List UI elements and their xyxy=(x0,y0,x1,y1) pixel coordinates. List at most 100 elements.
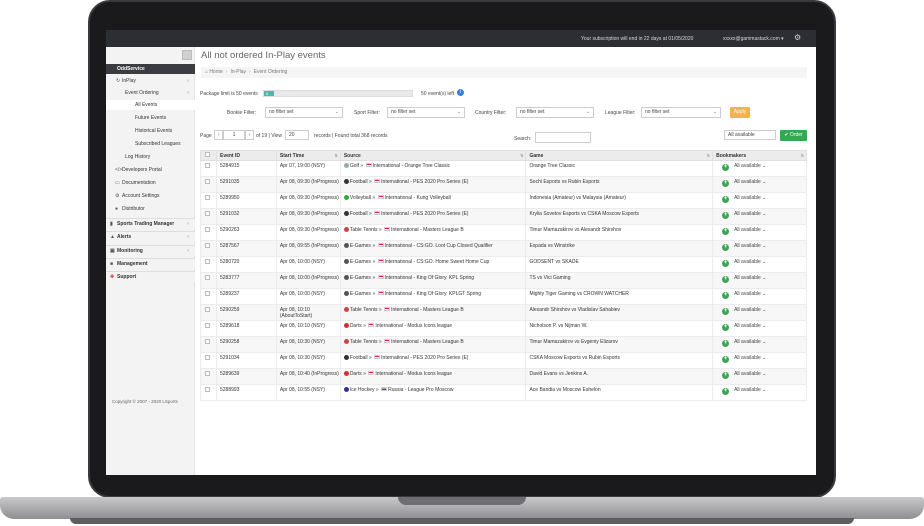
apply-filter-button[interactable]: Apply xyxy=(730,107,750,118)
sidebar-item-historical-events[interactable]: Historical Events xyxy=(106,126,195,136)
table-row[interactable]: 5287567 Apr 08, 09:55 (InProgress) E-Games… xyxy=(200,240,807,257)
sidebar-item-inplay[interactable]: ↻ InPlay ‹ xyxy=(106,76,195,86)
sidebar-item-distributor[interactable]: ● Distributor xyxy=(106,204,195,214)
bookmaker-select[interactable]: All available ⌄ xyxy=(734,323,767,329)
row-checkbox[interactable] xyxy=(205,275,210,280)
bookmaker-select[interactable]: All available ⌄ xyxy=(734,355,767,361)
bookie-filter-select[interactable]: no filter set ⌄ xyxy=(265,107,343,118)
row-select-cell[interactable] xyxy=(200,176,217,193)
table-row[interactable]: 5290259 Apr 08, 10:10 (AboutToStart) Table… xyxy=(200,304,807,321)
row-select-cell[interactable] xyxy=(200,336,217,353)
header-event-id[interactable]: Event ID xyxy=(215,150,277,161)
bookmaker-select[interactable]: All available ⌄ xyxy=(734,387,767,393)
table-row[interactable]: 5289950 Apr 08, 09:30 (InProgress) Volleyb… xyxy=(200,192,807,209)
row-select-cell[interactable] xyxy=(200,384,217,401)
select-all-checkbox[interactable] xyxy=(205,152,210,157)
row-checkbox[interactable] xyxy=(205,227,210,232)
add-bookmaker-icon[interactable]: + xyxy=(722,340,730,347)
table-row[interactable]: 5291034 Apr 08, 10:30 (NSY) Football » Int… xyxy=(200,352,807,369)
add-bookmaker-icon[interactable]: + xyxy=(722,308,730,315)
add-bookmaker-icon[interactable]: + xyxy=(722,228,730,235)
table-row[interactable]: 5291032 Apr 08, 09:30 (InProgress) Footbal… xyxy=(200,208,807,225)
sidebar-service-header[interactable]: OddService xyxy=(106,64,195,74)
add-bookmaker-icon[interactable]: + xyxy=(722,164,730,171)
sidebar-item-all-events[interactable]: All Events xyxy=(106,100,195,110)
row-checkbox[interactable] xyxy=(205,307,210,312)
table-row[interactable]: 5291035 Apr 08, 09:30 (InProgress) Footbal… xyxy=(200,176,807,193)
bookmaker-select[interactable]: All available ⌄ xyxy=(734,259,767,265)
header-game[interactable]: Game ⇅ xyxy=(525,150,714,161)
add-bookmaker-icon[interactable]: + xyxy=(722,388,730,395)
header-bookmakers[interactable]: Bookmakers ⇅ xyxy=(712,150,807,161)
bookmaker-select[interactable]: All available ⌄ xyxy=(734,227,767,233)
bookmaker-select[interactable]: All available ⌄ xyxy=(734,339,767,345)
table-row[interactable]: 5290263 Apr 08, 09:30 (InProgress) Table T… xyxy=(200,224,807,241)
sidebar-section-support[interactable]: ✚ Support xyxy=(106,271,195,282)
table-row[interactable]: 5289618 Apr 08, 10:10 (NSY) Darts » Intern… xyxy=(200,320,807,337)
row-checkbox[interactable] xyxy=(205,179,210,184)
table-row[interactable]: 5289237 Apr 08, 10:00 (NSY) E-Games » Inte… xyxy=(200,288,807,305)
sidebar-section-monitoring[interactable]: ▣ Monitoring ‹ xyxy=(106,245,195,256)
add-bookmaker-icon[interactable]: + xyxy=(722,292,730,299)
row-checkbox[interactable] xyxy=(205,211,210,216)
sidebar-item-future-events[interactable]: Future Events xyxy=(106,113,195,123)
availability-select[interactable]: All available xyxy=(724,130,776,140)
sidebar-section-sports-trading-manager[interactable]: ▮ Sports Trading Manager ‹ xyxy=(106,218,195,229)
table-row[interactable]: 5280720 Apr 08, 10:00 (NSY) E-Games » Inte… xyxy=(200,256,807,273)
gear-icon[interactable]: ⚙ xyxy=(794,33,802,42)
bookmaker-select[interactable]: All available ⌄ xyxy=(734,195,767,201)
page-number-input[interactable]: 1 xyxy=(223,130,245,140)
row-select-cell[interactable] xyxy=(200,192,217,209)
header-source[interactable]: Source ⇅ xyxy=(339,150,527,161)
bookmaker-select[interactable]: All available ⌄ xyxy=(734,211,767,217)
add-bookmaker-icon[interactable]: + xyxy=(722,212,730,219)
add-bookmaker-icon[interactable]: + xyxy=(722,356,730,363)
breadcrumb-home[interactable]: Home xyxy=(209,69,223,75)
row-checkbox[interactable] xyxy=(205,371,210,376)
sidebar-item-event-ordering[interactable]: Event Ordering ‹ xyxy=(106,88,195,98)
sidebar-item-subscribed-leagues[interactable]: Subscribed Leagues xyxy=(106,139,195,149)
header-start-time[interactable]: Start Time ⇅ xyxy=(275,150,341,161)
bookmaker-select[interactable]: All available ⌄ xyxy=(734,275,767,281)
order-button[interactable]: ✔ Order xyxy=(780,130,807,141)
search-input[interactable] xyxy=(535,132,591,143)
add-bookmaker-icon[interactable]: + xyxy=(722,372,730,379)
bookmaker-select[interactable]: All available ⌄ xyxy=(734,307,767,313)
row-select-cell[interactable] xyxy=(200,224,217,241)
country-filter-select[interactable]: no filter set ⌄ xyxy=(516,107,594,118)
bookmaker-select[interactable]: All available ⌄ xyxy=(734,291,767,297)
sidebar-section-management[interactable]: ■ Management xyxy=(106,258,195,269)
row-select-cell[interactable] xyxy=(200,160,217,177)
add-bookmaker-icon[interactable]: + xyxy=(722,260,730,267)
info-icon[interactable]: i xyxy=(457,89,464,96)
sidebar-item-developers-portal[interactable]: </> Developers Portal xyxy=(106,165,195,175)
row-select-cell[interactable] xyxy=(200,272,217,289)
add-bookmaker-icon[interactable]: + xyxy=(722,324,730,331)
bookmaker-select[interactable]: All available ⌄ xyxy=(734,243,767,249)
row-checkbox[interactable] xyxy=(205,387,210,392)
select-all-header[interactable] xyxy=(200,150,217,161)
row-select-cell[interactable] xyxy=(200,304,217,321)
user-menu[interactable]: xxxxx@gammastack.com ▾ xyxy=(723,36,784,42)
add-bookmaker-icon[interactable]: + xyxy=(722,180,730,187)
row-select-cell[interactable] xyxy=(200,320,217,337)
row-checkbox[interactable] xyxy=(205,195,210,200)
collapse-sidebar-icon[interactable] xyxy=(182,50,192,60)
row-select-cell[interactable] xyxy=(200,256,217,273)
table-row[interactable]: 5284915 Apr 07, 19:00 (NSY) Golf » Interna… xyxy=(200,160,807,177)
sport-filter-select[interactable]: no filter set ⌄ xyxy=(387,107,465,118)
row-checkbox[interactable] xyxy=(205,243,210,248)
add-bookmaker-icon[interactable]: + xyxy=(722,244,730,251)
bookmaker-select[interactable]: All available ⌄ xyxy=(734,163,767,169)
row-select-cell[interactable] xyxy=(200,208,217,225)
add-bookmaker-icon[interactable]: + xyxy=(722,196,730,203)
table-row[interactable]: 5283777 Apr 08, 10:00 (InProgress) E-Games… xyxy=(200,272,807,289)
view-count-select[interactable]: 20 xyxy=(285,130,309,140)
row-checkbox[interactable] xyxy=(205,291,210,296)
table-row[interactable]: 5288993 Apr 08, 10:55 (NSY) Ice Hockey » R… xyxy=(200,384,807,401)
row-checkbox[interactable] xyxy=(205,339,210,344)
sidebar-item-log-history[interactable]: Log History xyxy=(106,152,195,162)
sidebar-item-account-settings[interactable]: ⚙ Account Settings xyxy=(106,191,195,201)
add-bookmaker-icon[interactable]: + xyxy=(722,276,730,283)
next-page-button[interactable]: › xyxy=(245,130,254,140)
